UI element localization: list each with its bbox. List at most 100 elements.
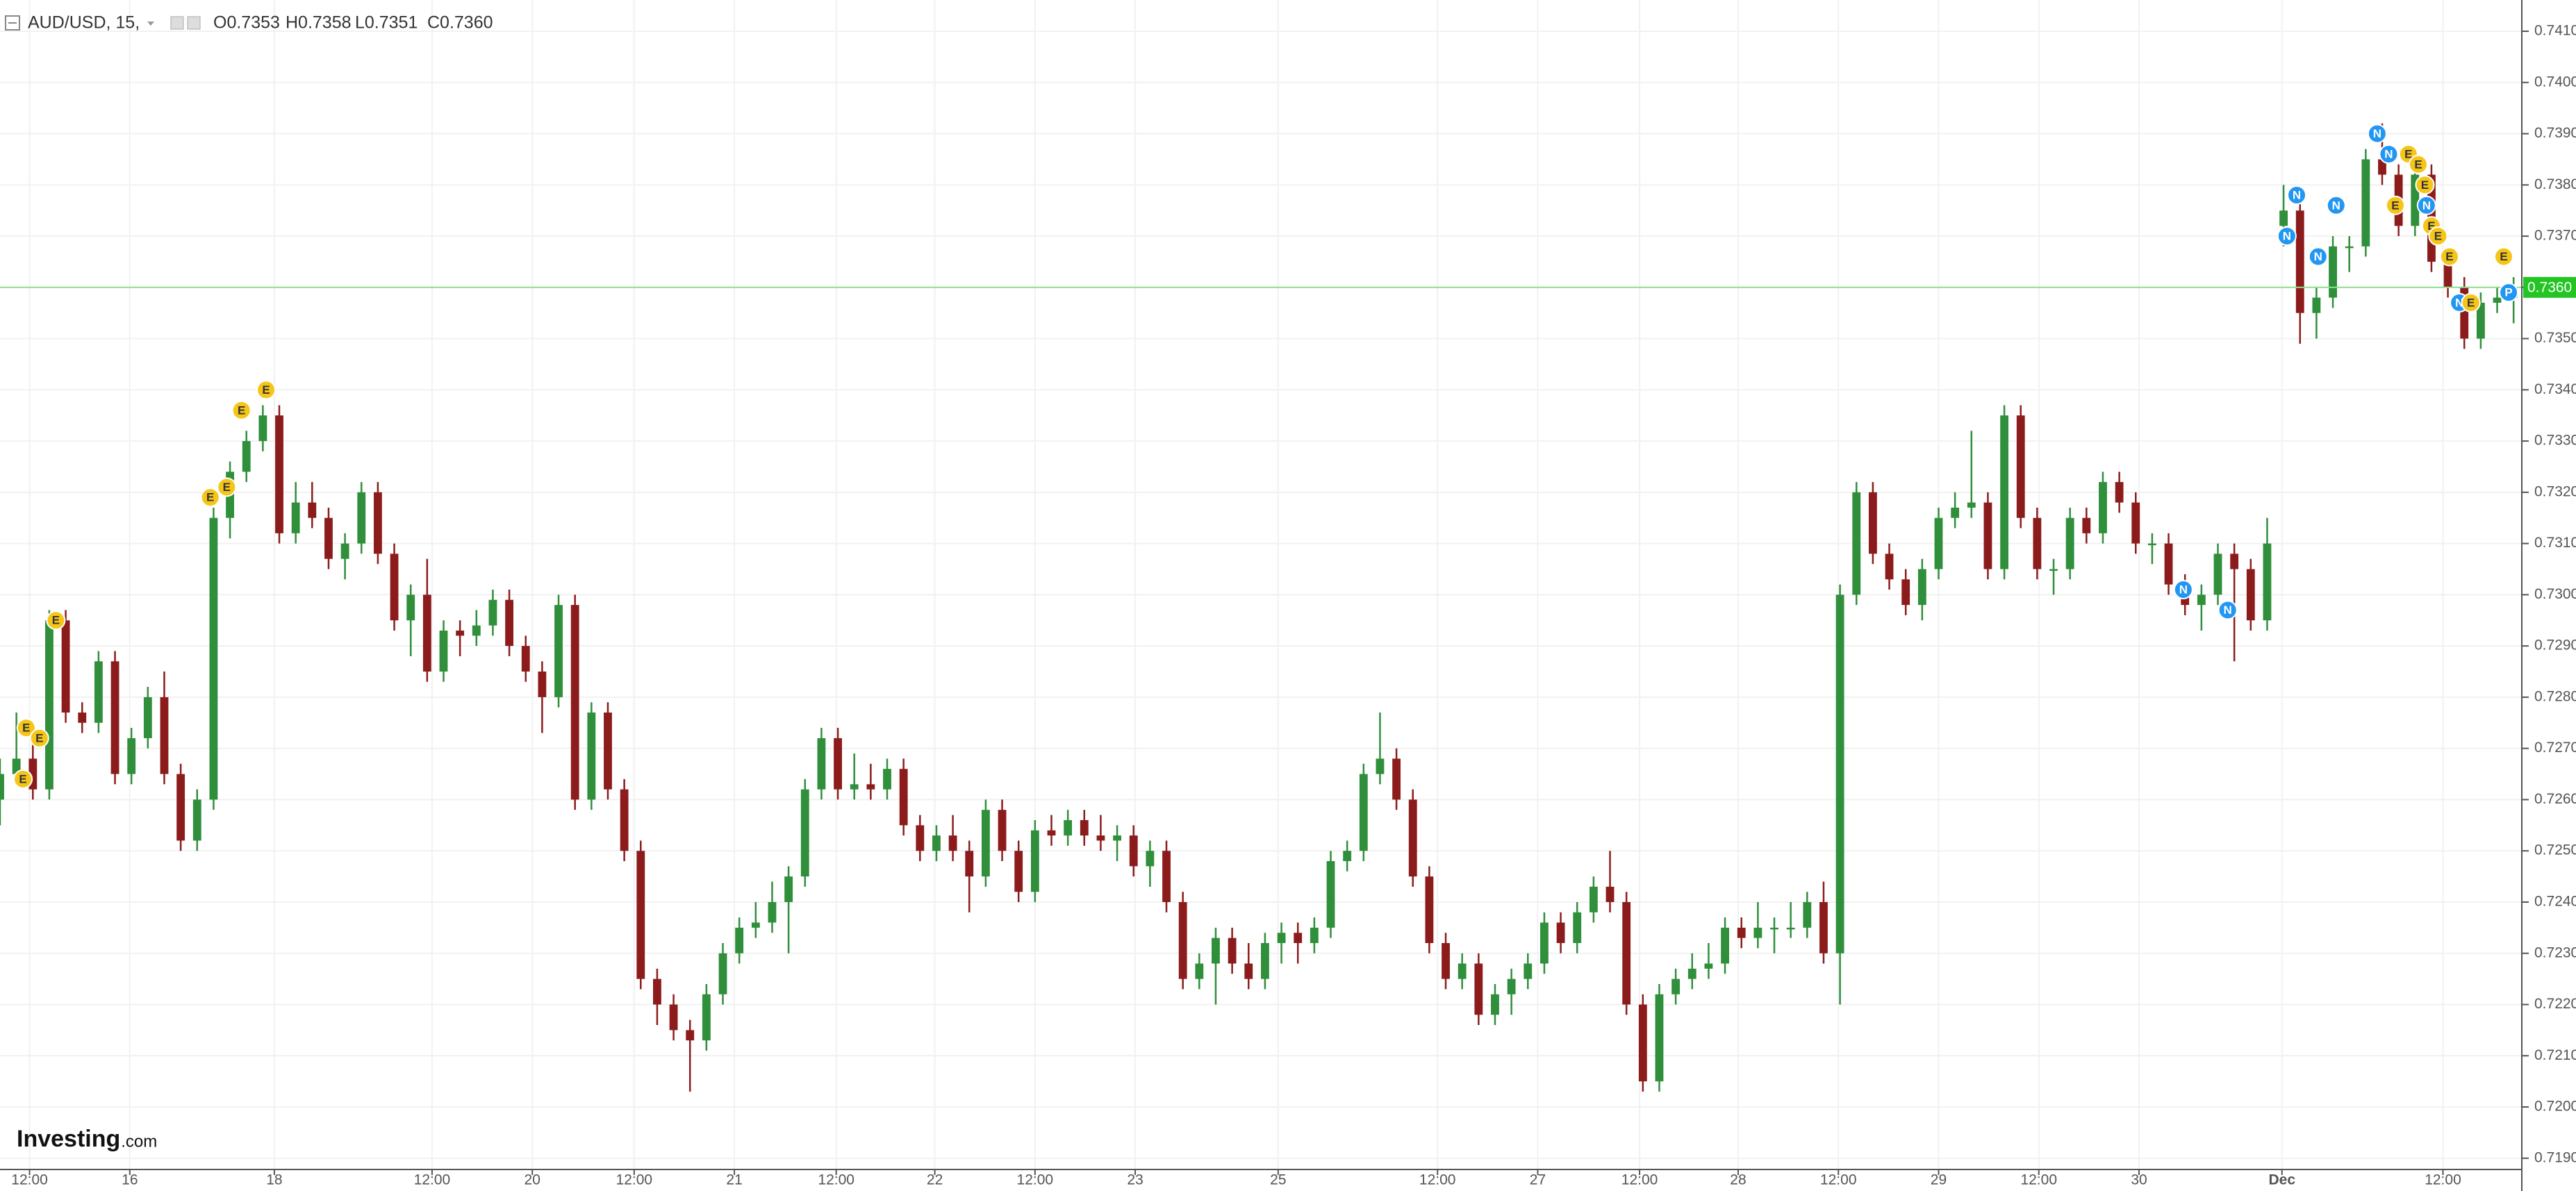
- event-marker: [217, 477, 237, 497]
- last-price-label: 0.7360: [2527, 279, 2572, 295]
- candle-body: [1605, 886, 1615, 902]
- candle-body: [2000, 415, 2008, 569]
- event-marker: [2499, 283, 2519, 303]
- candle-body: [1359, 774, 1368, 851]
- candle-body: [2213, 553, 2222, 595]
- event-label: N: [2293, 189, 2301, 202]
- y-tick-label: 0.7400: [2534, 74, 2576, 90]
- candle-body: [1622, 901, 1631, 1005]
- x-tick-label: 12:00: [1017, 1172, 1054, 1188]
- y-tick-label: 0.7200: [2534, 1099, 2576, 1115]
- candle-body: [1507, 978, 1516, 994]
- candle-body: [160, 697, 169, 774]
- candle-body: [1030, 830, 1039, 892]
- candle-body: [192, 799, 201, 841]
- candle-body: [784, 876, 793, 902]
- y-tick-label: 0.7240: [2534, 894, 2576, 910]
- event-marker: [2173, 580, 2193, 600]
- candle-body: [1408, 799, 1417, 877]
- x-tick-label: 12:00: [1621, 1172, 1658, 1188]
- x-tick-label: 22: [927, 1172, 943, 1188]
- candle-body: [948, 835, 957, 851]
- candle-body: [604, 713, 612, 790]
- event-marker: [2461, 292, 2481, 313]
- event-label: E: [262, 383, 270, 397]
- candle-body: [1951, 507, 1960, 518]
- candle-body: [2295, 210, 2304, 313]
- event-marker: [200, 488, 220, 508]
- candle-body: [981, 810, 990, 877]
- candle-body: [2164, 543, 2173, 585]
- event-marker: [2326, 195, 2346, 215]
- candle-body: [521, 646, 530, 672]
- candle-body: [0, 774, 4, 800]
- y-tick-label: 0.7260: [2534, 791, 2576, 807]
- candle-body: [636, 851, 645, 979]
- candle-body: [1474, 963, 1483, 1015]
- brand-suffix: .com: [121, 1132, 157, 1151]
- candle-body: [1737, 927, 1746, 938]
- candle-body: [2115, 482, 2124, 503]
- candle-body: [2197, 594, 2206, 606]
- event-label: E: [206, 491, 214, 504]
- candle-body: [1228, 938, 1237, 964]
- candle-body: [472, 625, 481, 636]
- event-marker: [29, 728, 49, 748]
- candle-body: [1885, 553, 1894, 580]
- settings-icon[interactable]: [170, 16, 184, 30]
- y-tick-label: 0.7230: [2534, 944, 2576, 960]
- dropdown-arrow[interactable]: [147, 22, 154, 26]
- event-marker: [2493, 247, 2513, 267]
- event-label: N: [2422, 199, 2431, 212]
- event-marker: [256, 380, 276, 400]
- last-price-box: [2523, 276, 2576, 298]
- candle-body: [1917, 569, 1926, 606]
- candle-body: [1195, 963, 1204, 979]
- x-tick-label: 12:00: [818, 1172, 854, 1188]
- candle-body: [2065, 517, 2074, 569]
- candle-body: [1162, 851, 1171, 902]
- candle-body: [422, 594, 431, 672]
- candle-body: [1277, 933, 1286, 943]
- candle-body: [2493, 297, 2502, 303]
- candle-body: [2279, 210, 2288, 226]
- candle-body: [1113, 835, 1121, 841]
- x-tick-label: 12:00: [1419, 1172, 1456, 1188]
- candle-body: [324, 517, 333, 559]
- candle-body: [1835, 594, 1844, 953]
- event-label: E: [238, 403, 245, 417]
- candle-body: [1589, 886, 1598, 913]
- candle-body: [1901, 579, 1910, 606]
- x-tick-label: 30: [2131, 1172, 2147, 1188]
- candle-body: [406, 594, 415, 621]
- candle-body: [242, 441, 251, 472]
- candle-body: [1310, 927, 1319, 943]
- candle-body: [2443, 261, 2452, 288]
- candle-body: [1803, 901, 1812, 928]
- collapse-icon[interactable]: [5, 15, 20, 31]
- candle-body: [850, 784, 859, 790]
- candle-body: [1425, 876, 1434, 943]
- x-tick-label: 18: [266, 1172, 282, 1188]
- event-marker: [2287, 185, 2307, 206]
- candle-body: [1442, 942, 1450, 979]
- candle-body: [2312, 297, 2321, 313]
- candle-body: [308, 502, 317, 518]
- candle-body: [702, 994, 711, 1041]
- candle-body: [1392, 758, 1401, 800]
- candle-body: [1294, 933, 1303, 943]
- candle-body: [439, 631, 448, 672]
- event-label: N: [2455, 296, 2463, 309]
- candle-body: [340, 543, 349, 559]
- candle-body: [1721, 927, 1729, 964]
- ohlc-low: L0.7351: [355, 13, 418, 33]
- close-icon[interactable]: [187, 16, 201, 30]
- candle-body: [456, 631, 465, 636]
- candle-body: [1868, 492, 1877, 554]
- candle-body: [1212, 938, 1220, 964]
- axes: 0.7190 0.7200 0.7210 0.7220 0.7230 0.7240 0.72…: [11, 23, 2576, 1188]
- event-marker: [2277, 226, 2297, 247]
- candle-body: [735, 927, 744, 953]
- candle-body: [143, 697, 152, 738]
